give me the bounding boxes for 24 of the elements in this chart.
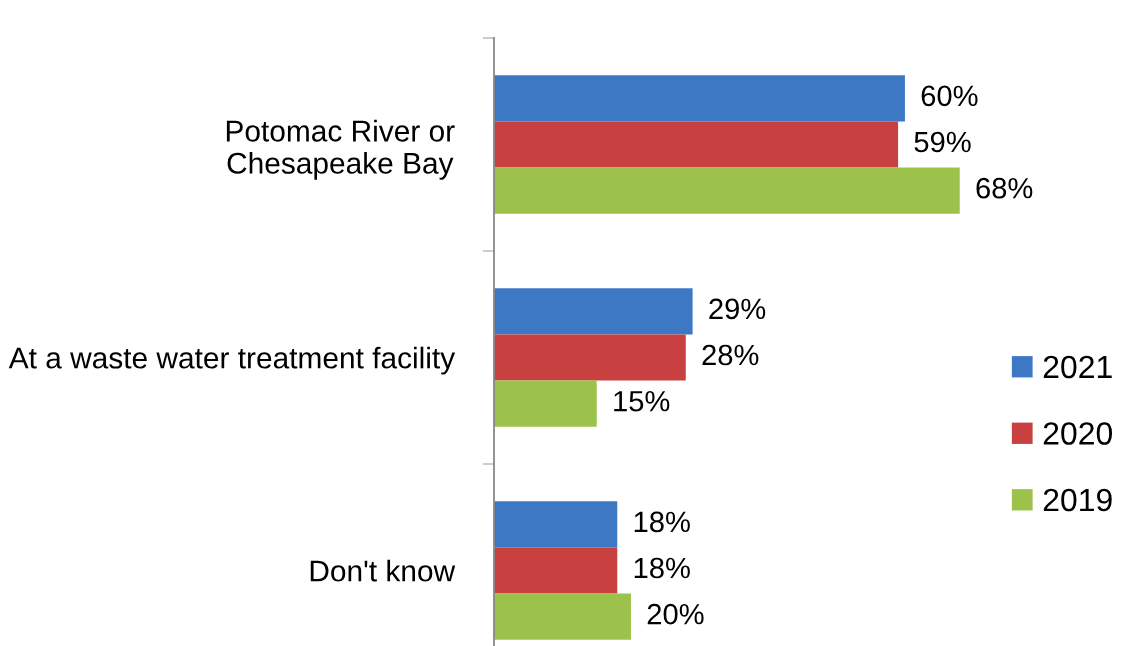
bar: [494, 334, 686, 381]
data-label: 18%: [634, 557, 690, 579]
data-label: 28%: [702, 344, 759, 366]
data-label: 15%: [614, 390, 670, 412]
data-label: 60%: [921, 85, 978, 107]
bar: [494, 593, 631, 640]
bar: [494, 167, 960, 214]
legend-label: 2019: [1043, 488, 1112, 512]
bar: [494, 547, 618, 594]
data-label: 29%: [709, 298, 766, 320]
y-tick-label: Potomac River or Chesapeake Bay: [226, 119, 455, 180]
bar: [494, 121, 899, 168]
legend-label: 2021: [1043, 355, 1112, 379]
y-tick-label: At a waste water treatment facility: [8, 346, 456, 375]
bar: [494, 501, 618, 548]
data-label: 59%: [914, 131, 971, 153]
bar: [494, 380, 597, 427]
y-tick-label: Don't know: [310, 559, 456, 582]
bar: [494, 75, 905, 122]
bar: [494, 288, 693, 335]
legend-label: 2020: [1043, 422, 1113, 445]
data-label: 68%: [976, 177, 1033, 199]
data-label: 20%: [647, 603, 704, 625]
data-label: 18%: [634, 511, 690, 533]
